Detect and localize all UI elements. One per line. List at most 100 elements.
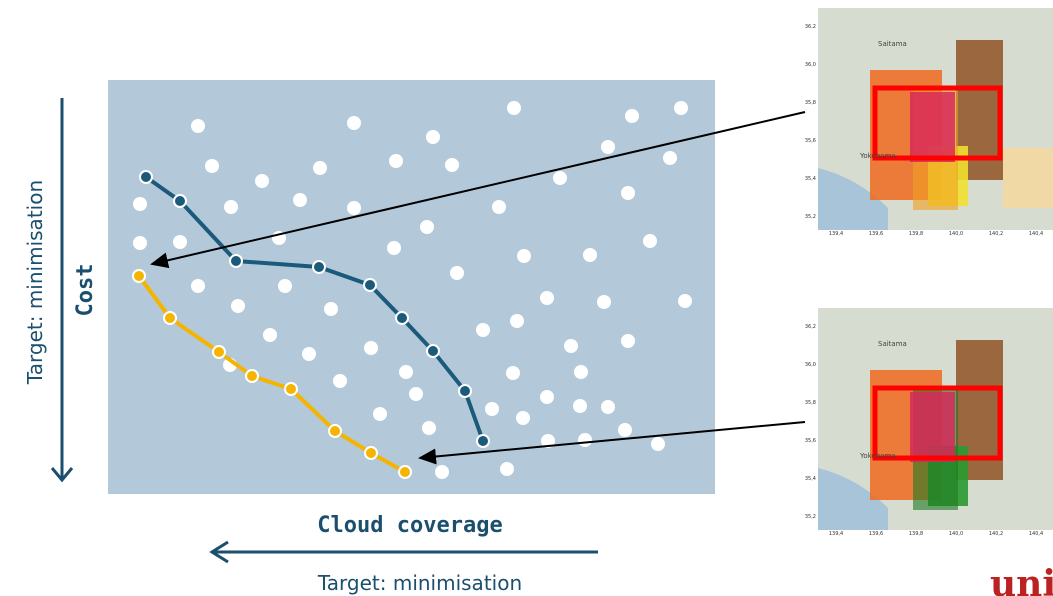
solution-dot (597, 295, 611, 309)
solution-dot (540, 291, 554, 305)
solution-dot (263, 328, 277, 342)
solution-dot (553, 171, 567, 185)
front-point (140, 171, 152, 183)
solution-dot (618, 423, 632, 437)
solution-dot (420, 220, 434, 234)
solution-dot (450, 266, 464, 280)
solution-dot (333, 374, 347, 388)
map-x-tick: 139,8 (909, 531, 923, 537)
solution-dot (643, 234, 657, 248)
solution-dot (313, 161, 327, 175)
footprint (910, 92, 955, 162)
solution-dot (578, 433, 592, 447)
slide: Target: minimisation Cost Cloud coverage… (0, 0, 1053, 596)
map-x-tick: 140,2 (989, 531, 1003, 537)
solution-dot (540, 390, 554, 404)
front-point (396, 312, 408, 324)
front-point (313, 261, 325, 273)
solution-dot (601, 140, 615, 154)
city-label: Yokohama (859, 452, 896, 460)
solution-dot (621, 186, 635, 200)
solution-dot (564, 339, 578, 353)
front-point (133, 270, 145, 282)
solution-dot (663, 151, 677, 165)
solution-dot (507, 101, 521, 115)
y-note: Target: minimisation (23, 180, 47, 385)
map-y-tick: 35,6 (805, 138, 816, 144)
solution-dot (435, 465, 449, 479)
map-x-tick: 139,4 (829, 531, 843, 537)
front-point (364, 279, 376, 291)
map-y-tick: 36,0 (805, 362, 816, 368)
solution-dot (255, 174, 269, 188)
solution-dot (231, 299, 245, 313)
solution-dot (173, 235, 187, 249)
solution-dot (574, 365, 588, 379)
y-label: Cost (73, 264, 98, 317)
map-y-tick: 35,4 (805, 176, 816, 182)
map-x-tick: 139,6 (869, 531, 883, 537)
front-point (213, 346, 225, 358)
solution-dot (516, 411, 530, 425)
map-y-tick: 35,2 (805, 214, 816, 220)
front-point (365, 447, 377, 459)
front-point (399, 466, 411, 478)
solution-dot (347, 116, 361, 130)
solution-dot (373, 407, 387, 421)
footprint (1003, 148, 1053, 208)
y-arrow (52, 98, 72, 480)
solution-dot (302, 347, 316, 361)
map-x-tick: 139,8 (909, 231, 923, 237)
map-y-tick: 36,0 (805, 62, 816, 68)
solution-dot (364, 341, 378, 355)
front-point (164, 312, 176, 324)
map-y-tick: 35,8 (805, 400, 816, 406)
solution-dot (678, 294, 692, 308)
solution-dot (573, 399, 587, 413)
map-x-tick: 139,6 (869, 231, 883, 237)
front-point (174, 195, 186, 207)
map-x-tick: 140,0 (949, 531, 963, 537)
front-point (230, 255, 242, 267)
city-label: Saitama (878, 40, 907, 48)
solution-dot (500, 462, 514, 476)
x-label: Cloud coverage (317, 513, 502, 538)
map-y-tick: 36,2 (805, 24, 816, 30)
map-x-tick: 139,4 (829, 231, 843, 237)
solution-dot (191, 279, 205, 293)
map-x-tick: 140,2 (989, 231, 1003, 237)
solution-dot (389, 154, 403, 168)
front-point (459, 385, 471, 397)
solution-dot (399, 365, 413, 379)
maps: Saitama Yokohama 139,4 139,6 139,8 140,0 140,2… (805, 8, 1053, 537)
solution-dot (205, 159, 219, 173)
solution-dot (517, 249, 531, 263)
solution-dot (387, 241, 401, 255)
solution-dot (651, 437, 665, 451)
solution-dot (422, 421, 436, 435)
footprint (910, 392, 955, 462)
front-point (427, 345, 439, 357)
solution-dot (583, 248, 597, 262)
solution-dot (293, 193, 307, 207)
front-point (246, 370, 258, 382)
solution-dot (278, 279, 292, 293)
solution-dot (324, 302, 338, 316)
solution-dot (510, 314, 524, 328)
solution-dot (191, 119, 205, 133)
city-label: Yokohama (859, 152, 896, 160)
map-x-tick: 140,0 (949, 231, 963, 237)
map-y-tick: 36,2 (805, 324, 816, 330)
solution-dot (347, 201, 361, 215)
solution-dot (476, 323, 490, 337)
map-x-tick: 140,4 (1029, 231, 1043, 237)
solution-dot (426, 130, 440, 144)
solution-dot (133, 236, 147, 250)
map-x-tick: 140,4 (1029, 531, 1043, 537)
map-y-tick: 35,4 (805, 476, 816, 482)
front-point (329, 425, 341, 437)
solution-dot (625, 109, 639, 123)
solution-dot (445, 158, 459, 172)
solution-dot (492, 200, 506, 214)
map-y-tick: 35,2 (805, 514, 816, 520)
